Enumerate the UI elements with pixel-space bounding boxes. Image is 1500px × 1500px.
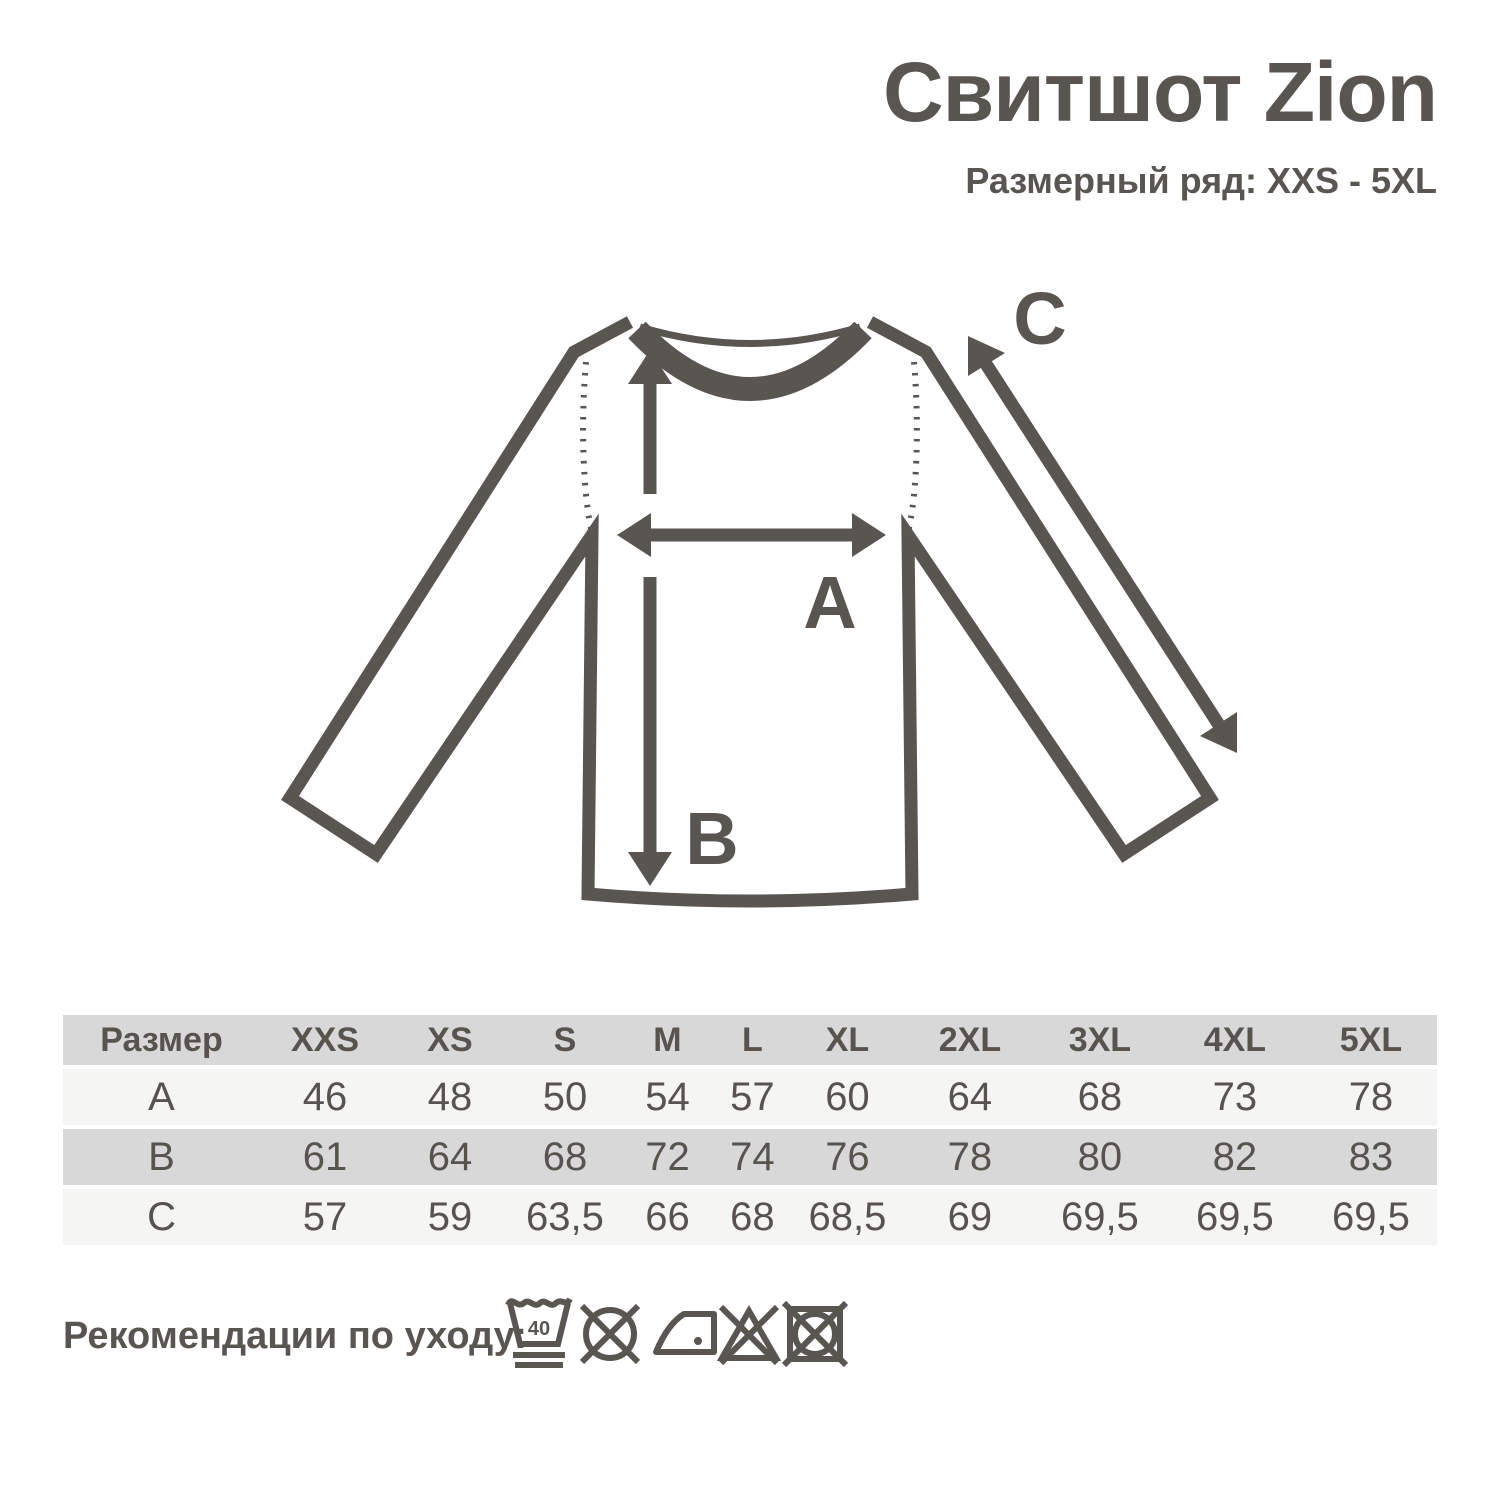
diagram-label-c: C: [1013, 285, 1066, 360]
measurement-value: 59: [390, 1189, 510, 1245]
wash-temperature: 40: [528, 1318, 550, 1340]
measurement-row-a: A 46 48 50 54 57 60 64 68 73 78: [63, 1069, 1437, 1125]
measurement-value: 46: [260, 1069, 390, 1125]
measurement-value: 73: [1164, 1069, 1305, 1125]
measurement-value: 50: [509, 1069, 620, 1125]
size-column-header: 5XL: [1304, 1015, 1437, 1065]
measurement-value: 69,5: [1034, 1189, 1165, 1245]
measure-c-arrow-shaft: [980, 360, 1225, 729]
measurement-value: 68: [714, 1189, 790, 1245]
diagram-label-b: B: [685, 797, 738, 880]
size-table-header-row: Размер XXS XS S M L XL 2XL 3XL 4XL 5XL: [63, 1015, 1437, 1065]
arrowhead-c-bottom: [1200, 712, 1237, 753]
measurement-value: 57: [714, 1069, 790, 1125]
size-column-header: XS: [390, 1015, 510, 1065]
measurement-value: 54: [619, 1069, 715, 1125]
measurement-value: 68: [509, 1129, 620, 1185]
measurement-value: 64: [390, 1129, 510, 1185]
measurement-value: 68: [1034, 1069, 1165, 1125]
size-table: Размер XXS XS S M L XL 2XL 3XL 4XL 5XL A 46 48 50 54 57 6…: [63, 1011, 1437, 1249]
size-column-header: XL: [789, 1015, 905, 1065]
header: Свитшот Zion Размерный ряд: XXS - 5XL: [882, 45, 1438, 202]
arrowhead-a-left: [617, 513, 651, 557]
measurement-value: 80: [1034, 1129, 1165, 1185]
measurement-row-label: B: [63, 1129, 261, 1185]
right-armhole-dotted-line: [905, 361, 920, 533]
size-column-header: L: [714, 1015, 790, 1065]
measurement-value: 63,5: [509, 1189, 620, 1245]
do-not-dry-clean-icon: [579, 1303, 641, 1365]
measurement-value: 82: [1164, 1129, 1305, 1185]
arrowhead-a-right: [852, 513, 886, 557]
measurement-row-label: A: [63, 1069, 261, 1125]
arrowhead-b-top: [628, 350, 672, 384]
size-column-header: XXS: [260, 1015, 390, 1065]
arrowhead-b-bottom: [628, 852, 672, 886]
size-column-header: M: [619, 1015, 715, 1065]
wash-40-gentle-icon: 40: [505, 1297, 573, 1368]
measurement-value: 68,5: [789, 1189, 905, 1245]
size-range-subtitle: Размерный ряд: XXS - 5XL: [965, 160, 1437, 202]
iron-low-temperature-icon: [653, 1311, 717, 1355]
measurement-value: 61: [260, 1129, 390, 1185]
measurement-value: 64: [904, 1069, 1035, 1125]
measurement-row-c: C 57 59 63,5 66 68 68,5 69 69,5 69,5 69,5: [63, 1189, 1437, 1245]
back-neckline: [638, 323, 862, 347]
diagram-label-a: A: [803, 561, 856, 644]
measurement-value: 66: [619, 1189, 715, 1245]
page-title: Свитшот Zion: [882, 45, 1438, 139]
size-column-header: 4XL: [1164, 1015, 1305, 1065]
size-column-header: 2XL: [904, 1015, 1035, 1065]
do-not-bleach-icon: [716, 1304, 782, 1366]
measurement-value: 76: [789, 1129, 905, 1185]
measurement-row-b: B 61 64 68 72 74 76 78 80 82 83: [63, 1129, 1437, 1185]
measurement-value: 78: [1304, 1069, 1437, 1125]
measurement-value: 69,5: [1164, 1189, 1305, 1245]
sweatshirt-diagram: A B C: [281, 285, 1237, 908]
size-table-section: Размер XXS XS S M L XL 2XL 3XL 4XL 5XL A 46 48 50 54 57 6…: [63, 1011, 1437, 1249]
measurement-value: 72: [619, 1129, 715, 1185]
measurement-row-label: C: [63, 1189, 261, 1245]
size-table-corner-header: Размер: [63, 1015, 261, 1065]
collar-band: [628, 321, 872, 401]
measurement-value: 60: [789, 1069, 905, 1125]
measurement-value: 69,5: [1304, 1189, 1437, 1245]
care-icons: 40: [505, 1297, 849, 1368]
measurement-value: 78: [904, 1129, 1035, 1185]
size-column-header: S: [509, 1015, 620, 1065]
measurement-value: 74: [714, 1129, 790, 1185]
sweatshirt-outline: [281, 316, 1219, 908]
measurement-value: 57: [260, 1189, 390, 1245]
arrowhead-c-top: [968, 336, 1005, 376]
left-armhole-dotted-line: [580, 361, 595, 533]
size-column-header: 3XL: [1034, 1015, 1165, 1065]
measurement-value: 48: [390, 1069, 510, 1125]
care-instructions-label: Рекомендации по уходу:: [63, 1315, 527, 1357]
measurement-value: 83: [1304, 1129, 1437, 1185]
do-not-tumble-dry-icon: [781, 1300, 849, 1368]
measurement-value: 69: [904, 1189, 1035, 1245]
